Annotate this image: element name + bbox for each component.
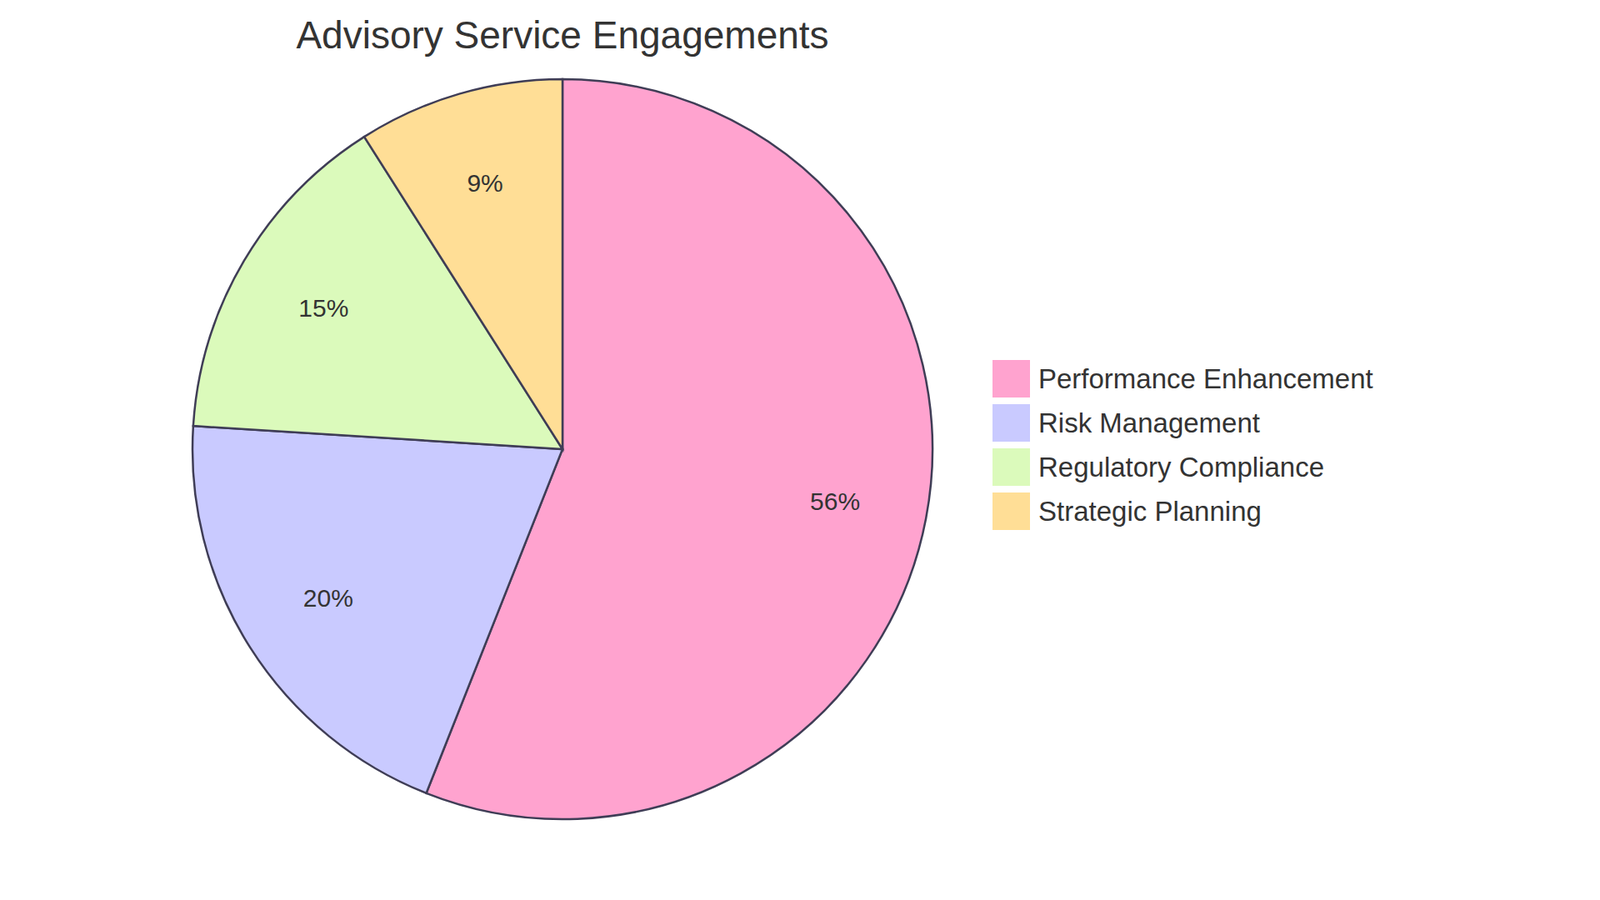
data-label: 9%: [466, 169, 503, 197]
legend-swatch: [992, 492, 1030, 530]
legend-label: Strategic Planning: [1038, 495, 1262, 527]
legend-item: Performance Enhancement: [992, 360, 1374, 398]
legend-swatch: [992, 404, 1030, 442]
legend-label: Regulatory Compliance: [1038, 451, 1325, 483]
slice: [364, 79, 563, 450]
data-label: 20%: [303, 584, 354, 612]
legend-item: Risk Management: [992, 404, 1260, 442]
legend-item: Strategic Planning: [992, 492, 1262, 530]
legend-label: Performance Enhancement: [1038, 363, 1374, 395]
legend-item: Regulatory Compliance: [992, 448, 1325, 486]
legend-swatch: [992, 360, 1030, 398]
slice: [192, 425, 563, 794]
pie: 56% 20% 15% 9%: [192, 79, 933, 820]
legend-swatch: [992, 448, 1030, 486]
legend-label: Risk Management: [1038, 407, 1260, 439]
title: Advisory Service Engagements: [295, 13, 829, 57]
legend: Performance Enhancement Risk Management Re…: [992, 360, 1374, 530]
data-label: 15%: [298, 294, 349, 322]
chart: Advisory Service Engagements 56% 20% 15% 9% P…: [0, 0, 1600, 900]
data-label: 56%: [810, 487, 860, 515]
